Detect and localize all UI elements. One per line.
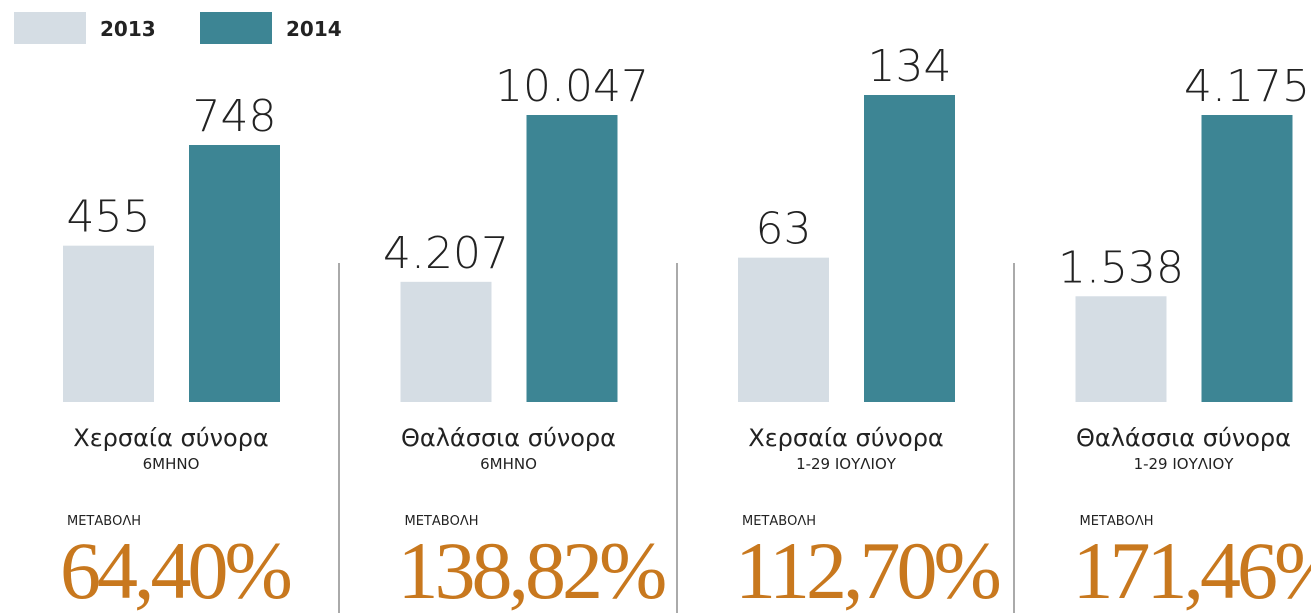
change-label: ΜΕΤΑΒΟΛΗ bbox=[405, 514, 479, 529]
value-label: 4.207 bbox=[383, 228, 509, 279]
bar bbox=[738, 257, 829, 402]
bar bbox=[1075, 296, 1167, 402]
value-label: 63 bbox=[756, 204, 812, 255]
value-label: 748 bbox=[193, 91, 277, 142]
panel-title: Θαλάσσια σύνορα bbox=[1076, 424, 1291, 452]
change-label: ΜΕΤΑΒΟΛΗ bbox=[1080, 514, 1154, 529]
change-label: ΜΕΤΑΒΟΛΗ bbox=[67, 514, 141, 529]
change-value: 112,70% bbox=[735, 525, 999, 613]
change-value: 138,82% bbox=[398, 525, 666, 613]
bar bbox=[63, 245, 154, 402]
change-value: 171,46% bbox=[1073, 525, 1311, 613]
bar bbox=[189, 145, 280, 402]
value-label: 4.175 bbox=[1184, 61, 1310, 112]
value-label: 1.538 bbox=[1058, 242, 1184, 293]
bar bbox=[864, 95, 955, 402]
value-label: 455 bbox=[67, 192, 151, 243]
panel-subtitle: 6ΜΗΝΟ bbox=[143, 455, 200, 473]
legend-swatch bbox=[200, 12, 272, 44]
panel-subtitle: 6ΜΗΝΟ bbox=[480, 455, 537, 473]
panel-title: Θαλάσσια σύνορα bbox=[401, 424, 616, 452]
panel-title: Χερσαία σύνορα bbox=[73, 424, 269, 452]
panel-title: Χερσαία σύνορα bbox=[748, 424, 944, 452]
legend-label: 2014 bbox=[286, 17, 342, 41]
panel-subtitle: 1-29 ΙΟΥΛΙΟΥ bbox=[1134, 455, 1235, 473]
change-label: ΜΕΤΑΒΟΛΗ bbox=[742, 514, 816, 529]
legend-label: 2013 bbox=[100, 17, 156, 41]
value-label: 10.047 bbox=[495, 61, 649, 112]
bar bbox=[400, 281, 492, 402]
panel-subtitle: 1-29 ΙΟΥΛΙΟΥ bbox=[796, 455, 897, 473]
legend-swatch bbox=[14, 12, 86, 44]
value-label: 134 bbox=[868, 41, 952, 92]
change-value: 64,40% bbox=[60, 525, 291, 613]
bar bbox=[526, 115, 618, 402]
bar bbox=[1201, 115, 1293, 402]
